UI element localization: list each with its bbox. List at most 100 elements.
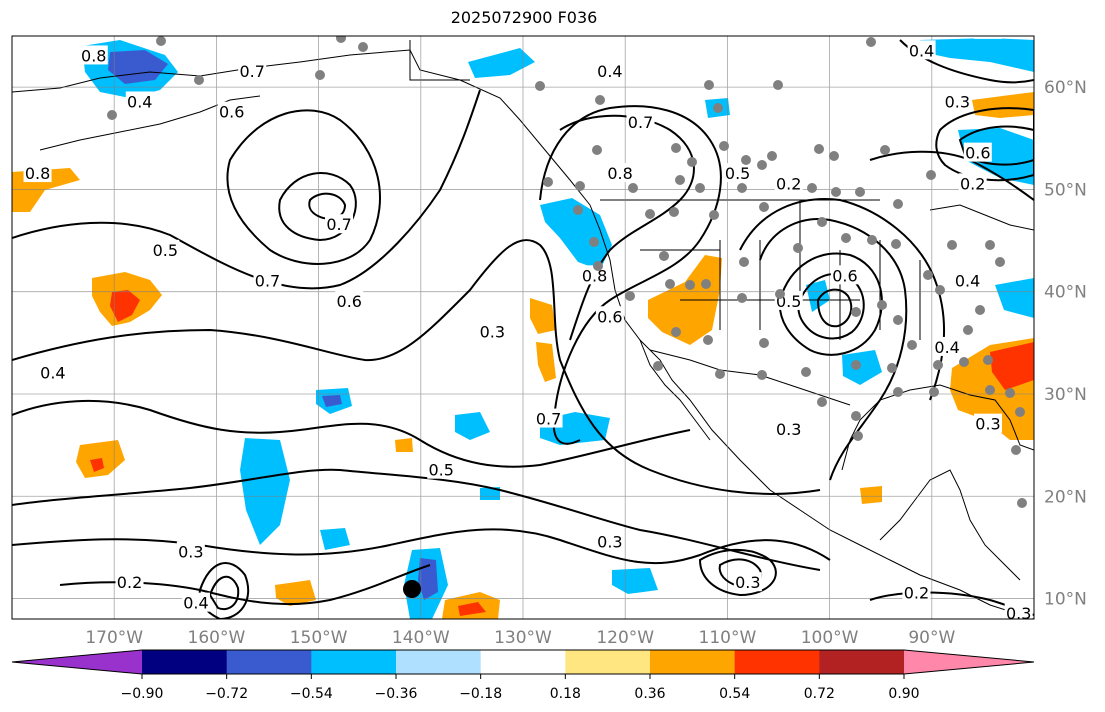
station-dot — [893, 387, 903, 397]
negative-anomaly-region — [612, 568, 658, 594]
contour-label-background — [534, 408, 563, 428]
station-dot — [893, 199, 903, 209]
station-dot — [855, 187, 865, 197]
station-dot — [929, 387, 939, 397]
colorbar-tick-label: −0.36 — [375, 686, 418, 702]
contour-label-background — [151, 239, 180, 259]
contour-value-label: 0.6 — [337, 292, 362, 311]
contour-line — [759, 218, 908, 481]
longitude-tick-label: 150°W — [290, 628, 348, 648]
colorbar-tick-label: 0.36 — [634, 686, 665, 702]
station-dot — [759, 338, 769, 348]
station-dot — [709, 210, 719, 220]
contour-labels: 0.8 0.7 0.4 0.6 0.8 0.7 0.5 0.7 0.6 0.3 0.4 0.8 0.6 0… — [23, 36, 1033, 619]
station-dot — [1005, 388, 1015, 398]
observation-stations — [107, 36, 1027, 508]
contour-line — [539, 105, 722, 445]
station-dot — [759, 202, 769, 212]
contour-value-label: 0.4 — [955, 271, 980, 290]
contour-value-label: 0.3 — [178, 543, 203, 562]
station-dot — [592, 145, 602, 155]
station-dot — [907, 340, 917, 350]
great-lakes — [929, 204, 1034, 231]
contour-value-label: 0.2 — [904, 583, 929, 602]
longitude-tick-label: 90°W — [908, 628, 955, 648]
alaska-coastline — [12, 49, 591, 206]
contour-line — [226, 109, 381, 265]
positive-anomaly-region — [530, 298, 556, 334]
map-title: 2025072900 F036 — [450, 8, 598, 27]
positive-anomaly-region — [90, 458, 104, 472]
contour-value-label: 0.6 — [965, 144, 990, 163]
positive-anomaly-region — [110, 290, 140, 322]
contour-label-background — [79, 45, 108, 65]
contour-label-background — [974, 36, 1003, 39]
contour-label-background — [943, 91, 972, 111]
positive-anomaly-region — [395, 438, 413, 452]
station-dot — [893, 315, 903, 325]
station-dot — [737, 293, 747, 303]
station-dot — [593, 261, 603, 271]
contour-label-background — [933, 336, 962, 356]
station-dot — [194, 75, 204, 85]
contour-value-label: 0.3 — [975, 415, 1000, 434]
colorbar-segment — [565, 650, 651, 674]
colorbar-tick-label: 0.90 — [888, 686, 919, 702]
station-dot — [625, 291, 635, 301]
latitude-labels: 10°N 20°N 30°N 40°N 50°N 60°N — [1044, 78, 1087, 609]
contour-label-background — [963, 142, 992, 162]
station-dot — [719, 141, 729, 151]
station-dot — [767, 151, 777, 161]
longitude-tick-label: 100°W — [801, 628, 859, 648]
contour-value-label: 0.3 — [597, 532, 622, 551]
station-dot — [963, 325, 973, 335]
contour-label-background — [595, 60, 624, 80]
contour-value-label: 0.7 — [536, 410, 561, 429]
station-dot — [807, 183, 817, 193]
contour-value-label: 0.5 — [429, 461, 454, 480]
colorbar-segment — [819, 650, 905, 674]
contour-value-label: 0.4 — [40, 364, 65, 383]
station-dot — [1015, 407, 1025, 417]
contour-line — [12, 399, 691, 468]
longitude-labels: 170°W 160°W 150°W 140°W 130°W 120°W 110°W 100°W… — [85, 628, 955, 648]
station-dot — [107, 110, 117, 120]
station-dot — [933, 360, 943, 370]
contour-label-background — [176, 541, 205, 561]
contour-label-background — [427, 459, 456, 479]
contour-label-background — [626, 111, 655, 131]
station-dot — [336, 36, 346, 43]
latitude-tick-label: 30°N — [1044, 385, 1087, 405]
contour-label-background — [723, 163, 752, 183]
station-dot — [757, 160, 767, 170]
contour-label-background — [958, 173, 987, 193]
contour-value-label: 0.8 — [25, 164, 50, 183]
station-dot — [983, 355, 993, 365]
contour-line — [698, 548, 777, 597]
baja-california — [639, 339, 711, 441]
contour-value-label: 0.4 — [597, 62, 622, 81]
positive-anomaly-region — [458, 602, 486, 616]
station-dot — [851, 411, 861, 421]
contour-label-background — [253, 270, 282, 290]
station-dot — [715, 369, 725, 379]
contour-value-label: 0.3 — [776, 420, 801, 439]
contour-label-background — [217, 101, 246, 121]
longitude-tick-label: 130°W — [494, 628, 552, 648]
station-dot — [543, 177, 553, 187]
colorbar: −0.90 −0.72 −0.54 −0.36 −0.18 0.18 0.36 0.54 0.7… — [11, 649, 1035, 702]
contour-label-background — [335, 290, 364, 310]
contour-label-background — [181, 592, 210, 612]
negative-anomaly-region — [995, 278, 1034, 318]
station-dot — [891, 239, 901, 249]
gulf-coast — [841, 384, 1034, 471]
map-panel: 0.8 0.7 0.4 0.6 0.8 0.7 0.5 0.7 0.6 0.3 0.4 0.8 0.6 0… — [12, 36, 1034, 619]
contour-value-label: 0.5 — [153, 241, 178, 260]
station-dot — [985, 385, 995, 395]
contour-label-background — [733, 572, 762, 592]
negative-anomaly-region — [320, 528, 350, 550]
station-dot — [947, 240, 957, 250]
station-dot — [1017, 498, 1027, 508]
longitude-tick-label: 160°W — [188, 628, 246, 648]
contour-value-label: 0.8 — [81, 46, 106, 65]
